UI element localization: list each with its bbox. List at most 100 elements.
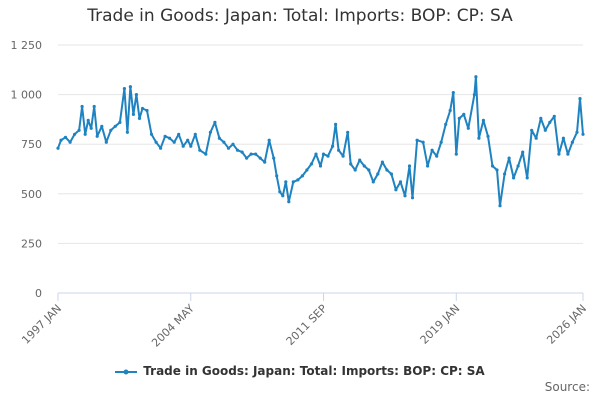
data-point (331, 144, 335, 148)
data-point (193, 132, 197, 136)
data-point (56, 146, 60, 150)
data-point (258, 156, 262, 160)
data-point (305, 168, 309, 172)
data-point (73, 132, 77, 136)
data-point (281, 194, 285, 198)
data-point (466, 126, 470, 130)
data-point (145, 108, 149, 113)
data-point (240, 150, 244, 154)
data-point (358, 158, 362, 162)
data-point (507, 156, 511, 160)
data-point (163, 134, 167, 138)
data-point (254, 152, 258, 156)
data-point (430, 148, 434, 152)
data-point (83, 132, 87, 136)
legend[interactable]: Trade in Goods: Japan: Total: Imports: B… (0, 364, 600, 378)
data-point (578, 97, 582, 101)
y-tick-label: 1 250 (11, 39, 43, 52)
y-tick-label: 1 000 (11, 89, 43, 102)
data-point (557, 152, 561, 156)
y-tick-label: 500 (21, 188, 42, 201)
data-point (486, 134, 490, 138)
data-point (177, 132, 181, 136)
data-point (566, 152, 570, 156)
data-point (389, 172, 393, 176)
data-point (385, 168, 389, 172)
data-point (548, 120, 552, 124)
y-tick-label: 750 (21, 138, 42, 151)
data-point (59, 138, 63, 142)
data-point (326, 154, 330, 158)
y-tick-label: 0 (35, 287, 42, 300)
source-label: Source: (544, 380, 590, 394)
data-point (272, 156, 276, 160)
data-point (249, 152, 253, 156)
data-point (159, 146, 163, 150)
data-point (439, 140, 443, 144)
data-point (490, 164, 495, 168)
data-point (477, 136, 481, 140)
data-point (371, 180, 375, 184)
data-point (451, 91, 455, 95)
data-point (421, 140, 425, 144)
data-point (511, 176, 516, 180)
data-point (503, 172, 507, 176)
data-point (213, 120, 217, 124)
data-point (435, 154, 439, 158)
data-point (95, 134, 99, 138)
data-point (113, 124, 117, 128)
data-point (92, 104, 96, 109)
data-point (109, 128, 113, 132)
data-point (525, 176, 529, 180)
data-point (426, 164, 430, 168)
legend-label: Trade in Goods: Japan: Total: Imports: B… (143, 364, 485, 378)
data-point (296, 178, 300, 182)
data-point (581, 132, 585, 136)
x-tick-label: 2004 MAY (149, 302, 197, 350)
data-point (474, 75, 478, 79)
data-point (481, 118, 485, 122)
data-point (498, 204, 502, 208)
data-point (122, 87, 126, 91)
data-point (407, 164, 412, 168)
data-point (495, 168, 499, 172)
x-tick-label: 2019 JAN (418, 302, 463, 347)
x-tick-label: 1997 JAN (19, 302, 64, 347)
data-point (189, 144, 193, 148)
data-point (86, 118, 90, 122)
data-point (267, 138, 271, 142)
data-point (457, 116, 461, 120)
data-point (367, 168, 371, 172)
data-point (318, 164, 323, 168)
data-point (516, 164, 520, 168)
data-point (552, 114, 556, 118)
data-point (226, 146, 231, 150)
data-point (131, 112, 135, 116)
data-point (125, 130, 129, 134)
data-point (543, 128, 547, 132)
data-point (570, 140, 575, 144)
data-point (63, 135, 68, 139)
data-point (403, 194, 407, 198)
data-point (454, 152, 458, 156)
data-point (448, 108, 452, 113)
x-tick-label: 2011 SEP (284, 302, 330, 348)
data-point (291, 180, 295, 184)
data-point (89, 126, 93, 130)
data-point (140, 106, 145, 111)
data-point (235, 148, 240, 152)
data-point (362, 164, 366, 168)
data-point (80, 104, 84, 109)
data-point (398, 180, 403, 184)
data-point (134, 93, 138, 97)
data-point (172, 140, 176, 144)
data-point (530, 128, 534, 132)
data-point (100, 124, 104, 128)
data-point (334, 122, 338, 126)
data-point (539, 116, 543, 120)
data-point (410, 196, 415, 200)
data-point (263, 160, 267, 164)
data-point (444, 122, 448, 126)
data-point (245, 156, 249, 160)
data-point (128, 85, 132, 89)
